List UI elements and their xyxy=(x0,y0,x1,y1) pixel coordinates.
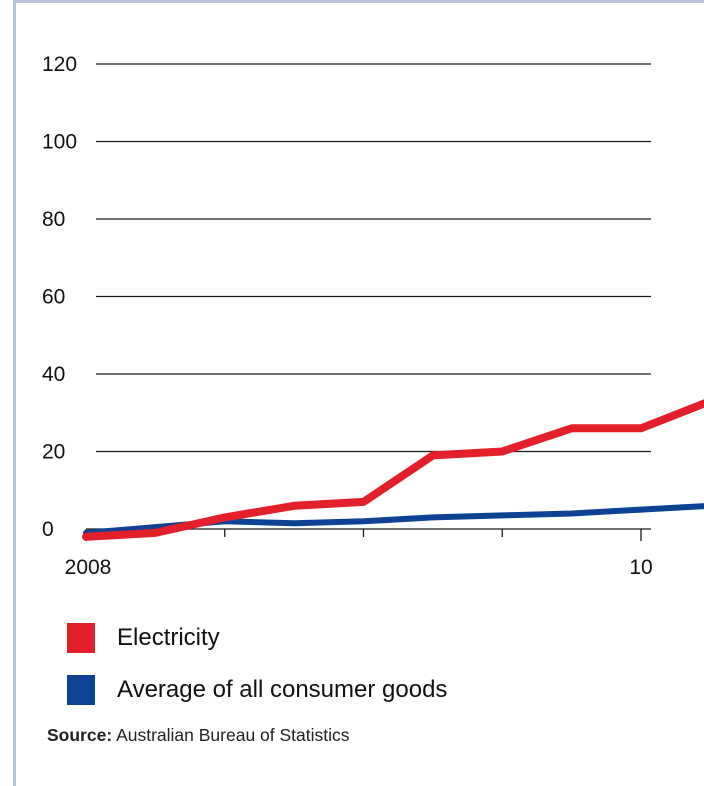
gridlines xyxy=(96,63,651,453)
legend: Electricity Average of all consumer good… xyxy=(67,612,447,716)
y-tick-label: 80 xyxy=(42,208,65,231)
series-line-consumer-goods xyxy=(83,503,704,536)
y-tick-label: 120 xyxy=(42,53,77,76)
series-lines xyxy=(82,399,704,541)
x-tick-label: 10 xyxy=(629,556,652,579)
legend-label-electricity: Electricity xyxy=(117,624,220,651)
series-line-electricity xyxy=(82,399,704,541)
legend-item-consumer-goods: Average of all consumer goods xyxy=(67,664,447,716)
legend-item-electricity: Electricity xyxy=(67,612,447,664)
y-tick-label: 60 xyxy=(42,286,65,309)
y-tick-label: 100 xyxy=(42,131,77,154)
source-text: Australian Bureau of Statistics xyxy=(116,725,350,745)
source-label: Source: xyxy=(47,725,113,745)
legend-swatch-electricity xyxy=(67,623,95,653)
source-note: Source: Australian Bureau of Statistics xyxy=(47,725,350,746)
y-tick-label: 40 xyxy=(42,363,65,386)
chart-frame xyxy=(13,0,704,786)
y-tick-labels: 0 20 40 60 80 100 120 xyxy=(42,53,77,541)
x-tick-labels: 20081012141618 xyxy=(65,556,653,579)
legend-swatch-consumer-goods xyxy=(67,675,95,705)
legend-label-consumer-goods: Average of all consumer goods xyxy=(117,676,448,703)
y-tick-label: 20 xyxy=(42,441,65,464)
y-tick-label: 0 xyxy=(42,518,54,541)
x-tick-label: 2008 xyxy=(65,556,112,579)
